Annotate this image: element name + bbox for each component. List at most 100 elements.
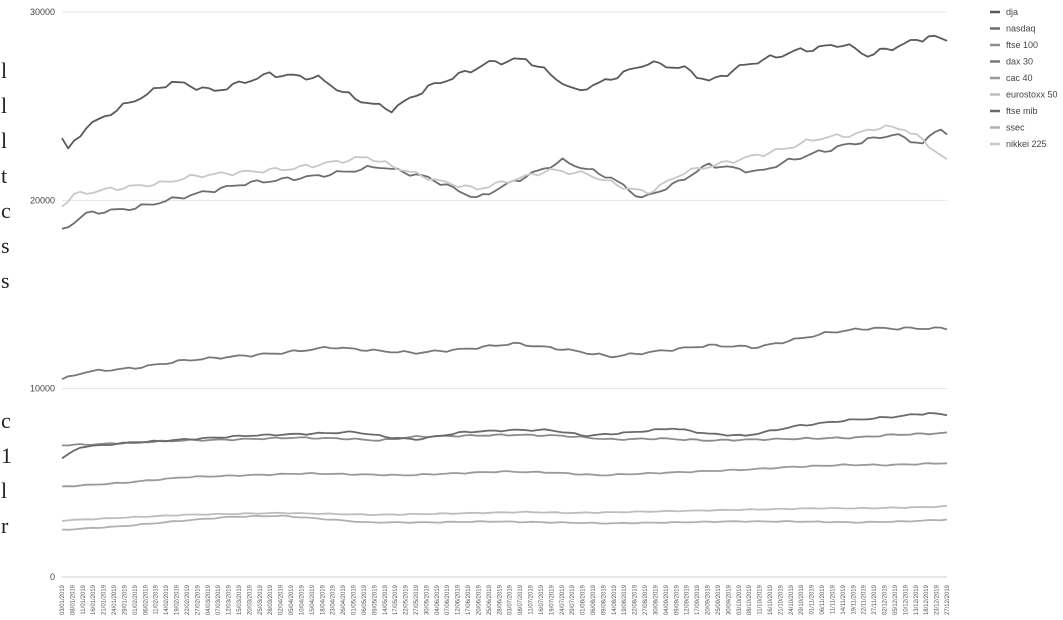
- clipped-text-fragment: 1: [1, 443, 12, 468]
- x-tick-label: 11/07/2019: [529, 584, 535, 614]
- clipped-text-fragment: l: [1, 93, 8, 118]
- x-tick-label: 19/02/2019: [175, 584, 181, 615]
- clipped-text-fragment: s: [1, 268, 10, 293]
- x-tick-label: 28/03/2019: [268, 584, 274, 615]
- y-axis-ticks: 0 10000 20000 30000: [30, 7, 55, 582]
- x-tick-label: 05/04/2019: [289, 584, 295, 615]
- x-tick-label: 11/11/2019: [831, 584, 837, 614]
- series-lines: [61, 34, 948, 531]
- x-tick-label: 11/01/2019: [81, 584, 87, 614]
- x-tick-label: 24/07/2019: [560, 584, 566, 615]
- series-line-dja: [61, 34, 948, 150]
- legend-label: ftse mib: [1006, 106, 1038, 116]
- x-tick-label: 03/07/2019: [508, 584, 514, 615]
- x-tick-label: 01/11/2019: [810, 584, 816, 614]
- x-tick-label: 27/08/2019: [643, 584, 649, 615]
- clipped-text-fragment: l: [1, 128, 8, 153]
- x-tick-label: 09/09/2019: [674, 584, 680, 615]
- x-tick-label: 14/11/2019: [841, 584, 847, 614]
- x-tick-label: 05/12/2019: [893, 584, 899, 615]
- x-tick-label: 10/04/2019: [300, 584, 306, 615]
- series-line-dax-30: [61, 326, 948, 381]
- x-tick-label: 25/09/2019: [716, 584, 722, 615]
- legend-item: nikkei 225: [990, 139, 1047, 149]
- x-tick-label: 10/12/2019: [903, 584, 909, 615]
- series-line-cac-40: [61, 462, 948, 488]
- x-tick-label: 07/03/2019: [216, 584, 222, 615]
- y-tick-label: 20000: [30, 195, 55, 205]
- x-tick-label: 20/03/2019: [247, 584, 253, 615]
- legend-item: ftse 100: [990, 40, 1038, 50]
- legend-item: eurostoxx 50: [990, 90, 1058, 100]
- x-tick-label: 22/02/2019: [185, 584, 191, 615]
- clipped-text-fragment: c: [1, 408, 11, 433]
- chart-grid: [62, 11, 947, 578]
- x-tick-label: 22/08/2019: [633, 584, 639, 615]
- series-line-ftse-mib: [61, 412, 948, 460]
- x-tick-label: 11/02/2019: [154, 584, 160, 614]
- x-tick-label: 24/10/2019: [789, 584, 795, 615]
- series-line-ssec: [61, 514, 948, 531]
- x-tick-label: 19/08/2019: [622, 584, 628, 615]
- series-line-nasdaq: [61, 128, 948, 230]
- series-line-ftse-100: [61, 431, 948, 447]
- x-tick-label: 25/03/2019: [258, 584, 264, 615]
- x-tick-label: 06/11/2019: [820, 584, 826, 614]
- legend-label: cac 40: [1006, 73, 1033, 83]
- x-tick-label: 06/05/2019: [362, 584, 368, 615]
- x-tick-label: 15/04/2019: [310, 584, 316, 615]
- x-tick-label: 04/03/2019: [206, 584, 212, 615]
- x-tick-label: 28/06/2019: [497, 584, 503, 615]
- x-tick-label: 22/11/2019: [862, 584, 868, 614]
- x-tick-label: 04/09/2019: [664, 584, 670, 615]
- x-tick-label: 26/04/2019: [341, 584, 347, 615]
- clipped-text-fragment: l: [1, 478, 8, 503]
- x-tick-label: 30/09/2019: [726, 584, 732, 615]
- x-tick-label: 11/10/2019: [758, 584, 764, 614]
- x-tick-label: 20/09/2019: [706, 584, 712, 615]
- x-axis-ticks: 03/01/2019 08/01/2019 11/01/2019 16/01/2019…: [60, 584, 951, 615]
- y-tick-label: 10000: [30, 384, 55, 394]
- y-tick-label: 30000: [30, 7, 55, 17]
- series-line-eurostoxx-50: [61, 505, 948, 522]
- x-tick-label: 27/11/2019: [872, 584, 878, 614]
- x-tick-label: 14/08/2019: [612, 584, 618, 615]
- x-tick-label: 03/10/2019: [737, 584, 743, 615]
- x-tick-label: 13/12/2019: [914, 584, 920, 615]
- legend-item: nasdaq: [990, 24, 1036, 34]
- x-tick-label: 02/04/2019: [279, 584, 285, 615]
- legend-item: ftse mib: [990, 106, 1038, 116]
- legend-label: dax 30: [1006, 57, 1033, 67]
- x-tick-label: 12/03/2019: [227, 584, 233, 615]
- x-tick-label: 09/08/2019: [601, 584, 607, 615]
- x-tick-label: 08/01/2019: [70, 584, 76, 615]
- x-tick-label: 14/05/2019: [383, 584, 389, 615]
- chart-legend: dja nasdaq ftse 100 dax 30 cac 40 eurostoxx 5…: [990, 7, 1058, 149]
- x-tick-label: 16/10/2019: [768, 584, 774, 615]
- x-tick-label: 22/05/2019: [404, 584, 410, 615]
- x-tick-label: 12/06/2019: [456, 584, 462, 615]
- x-tick-label: 29/07/2019: [570, 584, 576, 615]
- x-tick-label: 16/01/2019: [91, 584, 97, 615]
- x-tick-label: 02/12/2019: [883, 584, 889, 615]
- x-tick-label: 27/12/2019: [945, 584, 951, 615]
- clipped-text-fragment: r: [1, 513, 9, 538]
- legend-label: eurostoxx 50: [1006, 90, 1058, 100]
- legend-label: dja: [1006, 7, 1018, 17]
- clipped-text-fragment: c: [1, 198, 11, 223]
- legend-item: cac 40: [990, 73, 1033, 83]
- x-tick-label: 12/09/2019: [685, 584, 691, 615]
- legend-label: nikkei 225: [1006, 139, 1047, 149]
- x-tick-label: 29/10/2019: [799, 584, 805, 615]
- x-tick-label: 16/07/2019: [539, 584, 545, 615]
- x-tick-label: 30/08/2019: [654, 584, 660, 615]
- x-tick-label: 30/05/2019: [424, 584, 430, 615]
- clipped-text-fragment: l: [1, 58, 8, 83]
- clipped-text-fragment: t: [1, 163, 8, 188]
- x-tick-label: 18/12/2019: [924, 584, 930, 615]
- x-tick-label: 18/04/2019: [320, 584, 326, 615]
- x-tick-label: 09/05/2019: [372, 584, 378, 615]
- x-tick-label: 06/02/2019: [143, 584, 149, 615]
- x-tick-label: 17/05/2019: [393, 584, 399, 615]
